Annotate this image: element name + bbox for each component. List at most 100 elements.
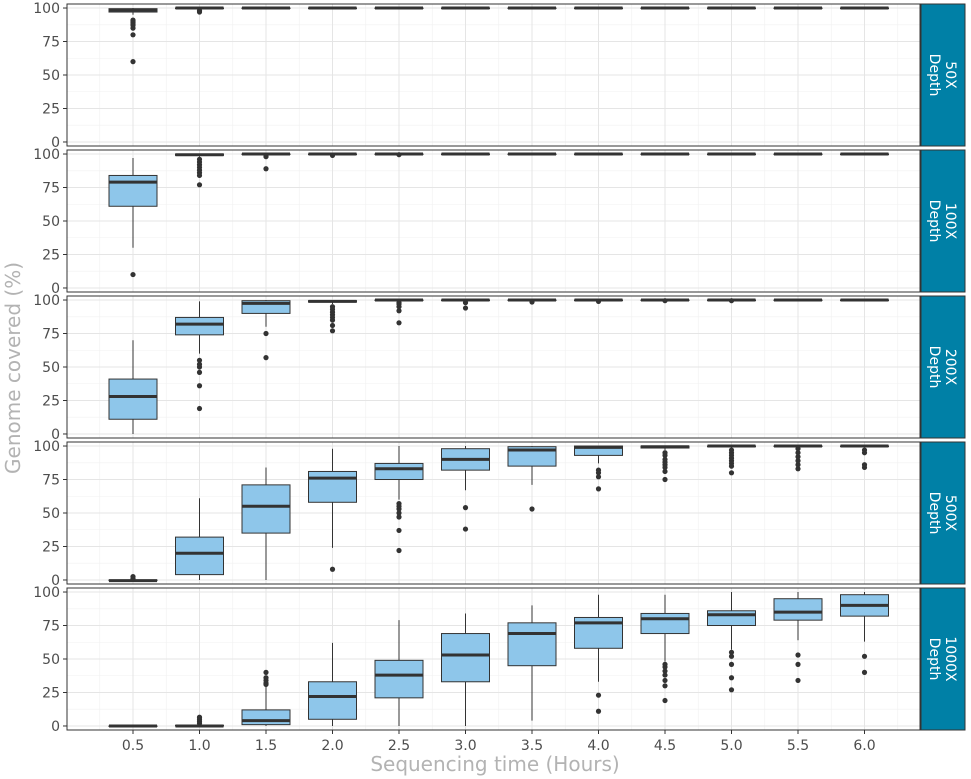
box-iqr bbox=[507, 446, 557, 467]
y-axis-title: Genome covered (%) bbox=[1, 262, 25, 474]
outlier-point bbox=[130, 574, 136, 580]
outlier-point bbox=[861, 653, 868, 659]
outlier-point bbox=[662, 661, 668, 667]
outlier-point bbox=[662, 468, 668, 475]
facet-panel: 0 25 50 75 100 200XDepth bbox=[33, 293, 966, 443]
y-tick-label: 0 bbox=[51, 135, 60, 151]
outlier-point bbox=[728, 653, 735, 659]
outlier-point bbox=[462, 300, 469, 306]
outlier-point bbox=[396, 514, 402, 520]
y-tick-label: 0 bbox=[51, 573, 60, 589]
facet-strip-label: 100XDepth bbox=[926, 200, 958, 243]
facet-strip bbox=[920, 441, 966, 585]
facet-strip-label: 1000XDepth bbox=[926, 636, 958, 682]
facet-strip-label-line: Depth bbox=[926, 638, 942, 681]
outlier-point bbox=[595, 298, 602, 304]
outlier-point bbox=[662, 298, 668, 304]
outlier-point bbox=[795, 458, 801, 464]
box-mark bbox=[640, 298, 690, 304]
box-iqr bbox=[308, 681, 357, 720]
y-tick-label: 25 bbox=[42, 101, 60, 117]
box-mark bbox=[175, 6, 224, 15]
x-tick-label: 4.5 bbox=[654, 738, 676, 754]
outlier-point bbox=[728, 687, 735, 693]
outlier-point bbox=[263, 152, 269, 158]
facet-panel: 0 25 50 75 100 1000XDepth bbox=[33, 585, 966, 735]
outlier-point bbox=[196, 156, 203, 162]
box-mark bbox=[308, 152, 357, 158]
box-iqr bbox=[108, 174, 158, 207]
outlier-point bbox=[728, 649, 735, 655]
x-tick-label: 5.5 bbox=[787, 738, 809, 754]
box-mark bbox=[707, 444, 756, 476]
outlier-point bbox=[795, 661, 801, 667]
facet-strip bbox=[920, 3, 966, 147]
x-axis: 0.5 1.0 1.5 2.0 2.5 3.0 3.5 4.0 4.5 5.0 5.5 6.0 bbox=[122, 730, 876, 754]
facet-strip-label: 200XDepth bbox=[926, 346, 958, 389]
outlier-point bbox=[662, 476, 668, 483]
box-mark bbox=[507, 6, 557, 10]
y-tick-label: 0 bbox=[51, 719, 60, 735]
box-mark bbox=[707, 592, 756, 693]
box-mark bbox=[108, 8, 158, 65]
outlier-point bbox=[130, 17, 136, 23]
box-iqr bbox=[374, 659, 424, 699]
y-tick-label: 100 bbox=[33, 1, 60, 17]
box-iqr bbox=[175, 536, 224, 576]
facet-strip-label-line: Depth bbox=[926, 200, 942, 243]
box-mark bbox=[574, 152, 623, 156]
outlier-point bbox=[329, 328, 336, 334]
x-axis-title: Sequencing time (Hours) bbox=[370, 752, 619, 776]
box-mark bbox=[374, 446, 424, 554]
y-tick-label: 75 bbox=[42, 327, 60, 343]
box-iqr bbox=[773, 598, 823, 621]
facet-strip-label-line: Depth bbox=[926, 346, 942, 389]
outlier-point bbox=[196, 8, 203, 14]
facet-panel: 0 25 50 75 100 500XDepth bbox=[33, 439, 966, 589]
outlier-point bbox=[662, 668, 668, 674]
facet-strip-label-line: Depth bbox=[926, 492, 942, 535]
box-mark bbox=[773, 444, 823, 472]
outlier-point bbox=[396, 308, 402, 314]
x-tick-label: 3.0 bbox=[454, 738, 476, 754]
box-mark bbox=[640, 445, 690, 483]
y-tick-label: 75 bbox=[42, 35, 60, 51]
box-mark bbox=[441, 613, 490, 726]
x-tick-label: 5.0 bbox=[720, 738, 742, 754]
outlier-point bbox=[263, 675, 269, 681]
y-tick-label: 100 bbox=[33, 439, 60, 455]
outlier-point bbox=[529, 299, 535, 305]
box-iqr bbox=[707, 610, 756, 627]
box-mark bbox=[108, 158, 158, 278]
outlier-point bbox=[861, 447, 868, 453]
facet-panel: 0 25 50 75 100 100XDepth bbox=[33, 147, 966, 297]
outlier-point bbox=[861, 462, 868, 468]
box-mark bbox=[507, 446, 557, 512]
outlier-point bbox=[795, 454, 801, 460]
outlier-point bbox=[462, 305, 469, 311]
box-iqr bbox=[308, 470, 357, 503]
facet-strip bbox=[920, 149, 966, 293]
outlier-point bbox=[595, 692, 602, 698]
outlier-point bbox=[595, 474, 602, 480]
box-mark bbox=[241, 669, 291, 726]
panel-border bbox=[66, 149, 921, 293]
outlier-point bbox=[329, 152, 336, 158]
outlier-point bbox=[196, 714, 203, 720]
x-tick-label: 4.0 bbox=[587, 738, 609, 754]
box-mark bbox=[707, 152, 756, 156]
box-iqr bbox=[441, 633, 490, 683]
box-mark bbox=[374, 6, 424, 10]
outlier-point bbox=[396, 152, 402, 158]
facet-strip bbox=[920, 295, 966, 439]
facet-strip-label: 50XDepth bbox=[926, 54, 958, 97]
box-mark bbox=[574, 6, 623, 10]
box-iqr bbox=[241, 484, 291, 534]
facet-strip-label-line: 500X bbox=[942, 495, 958, 532]
y-tick-label: 75 bbox=[42, 619, 60, 635]
outlier-point bbox=[861, 669, 868, 675]
box-mark bbox=[507, 298, 557, 305]
box-mark bbox=[640, 594, 690, 704]
x-tick-label: 2.0 bbox=[321, 738, 343, 754]
box-mark bbox=[308, 299, 357, 334]
